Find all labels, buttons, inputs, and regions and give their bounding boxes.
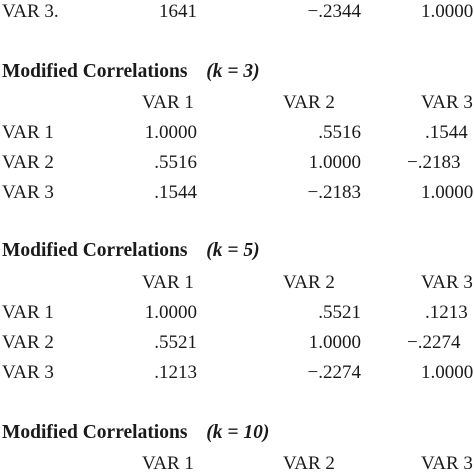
column-header: VAR 1 [142,272,194,293]
column-header: VAR 2 [283,453,335,474]
row-label: VAR 2 [2,332,54,353]
column-header: VAR 3 [421,272,473,293]
column-header: VAR 3 [421,92,473,113]
row-label: VAR 1 [2,122,54,143]
row-label: VAR 2 [2,152,54,173]
section-title: Modified Correlations (k = 5) [2,241,260,261]
row-label: VAR 3 [2,182,54,203]
value-cell: .1213 [425,302,468,323]
k-parameter: (k = 5) [206,240,260,261]
value-cell: −.2183 [307,182,361,203]
row-label: VAR 3. [2,1,59,22]
value-cell: 1.0000 [144,122,197,143]
value-cell: .1544 [154,182,197,203]
k-parameter: (k = 3) [206,61,260,82]
value-cell: .1213 [154,362,197,383]
value-cell: 1.0000 [144,302,197,323]
section-title: Modified Correlations (k = 10) [2,423,269,443]
value-cell: .5521 [318,302,361,323]
column-header: VAR 1 [142,92,194,113]
column-header: VAR 1 [142,453,194,474]
column-header: VAR 3 [421,453,473,474]
section-title-text: Modified Correlations [2,240,188,261]
value-cell: 1.0000 [421,362,474,383]
value-cell: −.2183 [407,152,461,173]
value-cell: 1.0000 [421,182,474,203]
row-label: VAR 3 [2,362,54,383]
value-cell: −.2344 [307,1,361,22]
value-cell: .1544 [425,122,468,143]
value-cell: .5516 [154,152,197,173]
value-cell: 1.0000 [308,152,361,173]
k-parameter: (k = 10) [206,422,270,443]
column-header: VAR 2 [283,92,335,113]
value-cell: 1.0000 [421,1,474,22]
value-cell: −.2274 [307,362,361,383]
value-cell: .5521 [154,332,197,353]
value-cell: −.2274 [407,332,461,353]
value-cell: 1.0000 [308,332,361,353]
value-cell: 1641 [159,1,197,22]
column-header: VAR 2 [283,272,335,293]
row-label: VAR 1 [2,302,54,323]
section-title-text: Modified Correlations [2,61,188,82]
section-title-text: Modified Correlations [2,422,188,443]
section-title: Modified Correlations (k = 3) [2,62,260,82]
value-cell: .5516 [318,122,361,143]
